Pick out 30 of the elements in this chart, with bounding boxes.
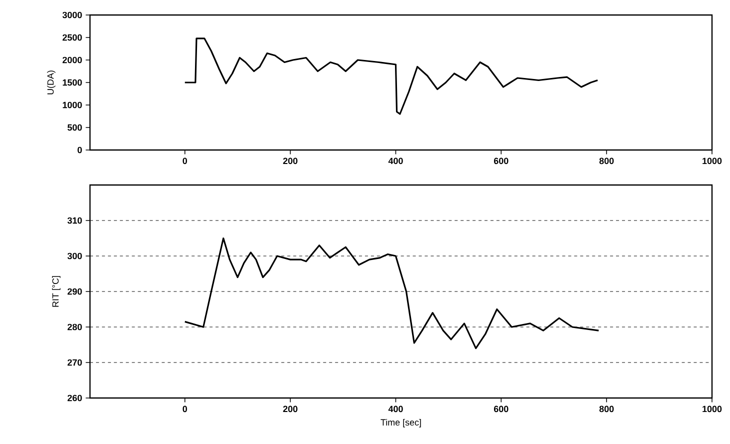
x-tick-label: 200 [283,406,298,412]
y-tick-label: 270 [68,359,82,366]
y-tick-label: 3000 [62,12,82,18]
y-tick-label: 1500 [62,79,82,86]
x-tick-label: 800 [599,158,614,164]
y-tick-label: 0 [78,146,82,154]
x-axis-title: Time [sec] [380,418,421,428]
x-tick-label: 600 [494,158,508,164]
y-tick-label: 1000 [62,102,82,108]
y-tick-label: 280 [68,324,82,330]
line-series [184,237,600,350]
x-tick-label: 800 [599,406,614,412]
y-axis-title: U(DA) [47,70,56,94]
y-tick-label: 300 [67,252,82,260]
x-tick-label: 600 [494,406,508,412]
y-tick-label: 2000 [62,56,82,64]
line-series [184,38,598,115]
x-tick-label: 200 [283,158,298,164]
y-tick-label: 2500 [62,34,82,41]
x-tick-label: 1000 [702,158,722,164]
y-tick-label: 260 [68,394,82,402]
x-tick-label: 400 [388,406,403,412]
x-tick-label: 0 [182,158,188,164]
y-axis-title: RIT [°C] [52,276,60,307]
x-tick-label: 1000 [702,406,722,412]
x-tick-label: 0 [182,406,188,412]
y-tick-label: 290 [68,288,82,295]
x-tick-label: 400 [388,158,403,164]
y-tick-label: 310 [67,217,82,224]
y-tick-label: 500 [68,124,82,131]
